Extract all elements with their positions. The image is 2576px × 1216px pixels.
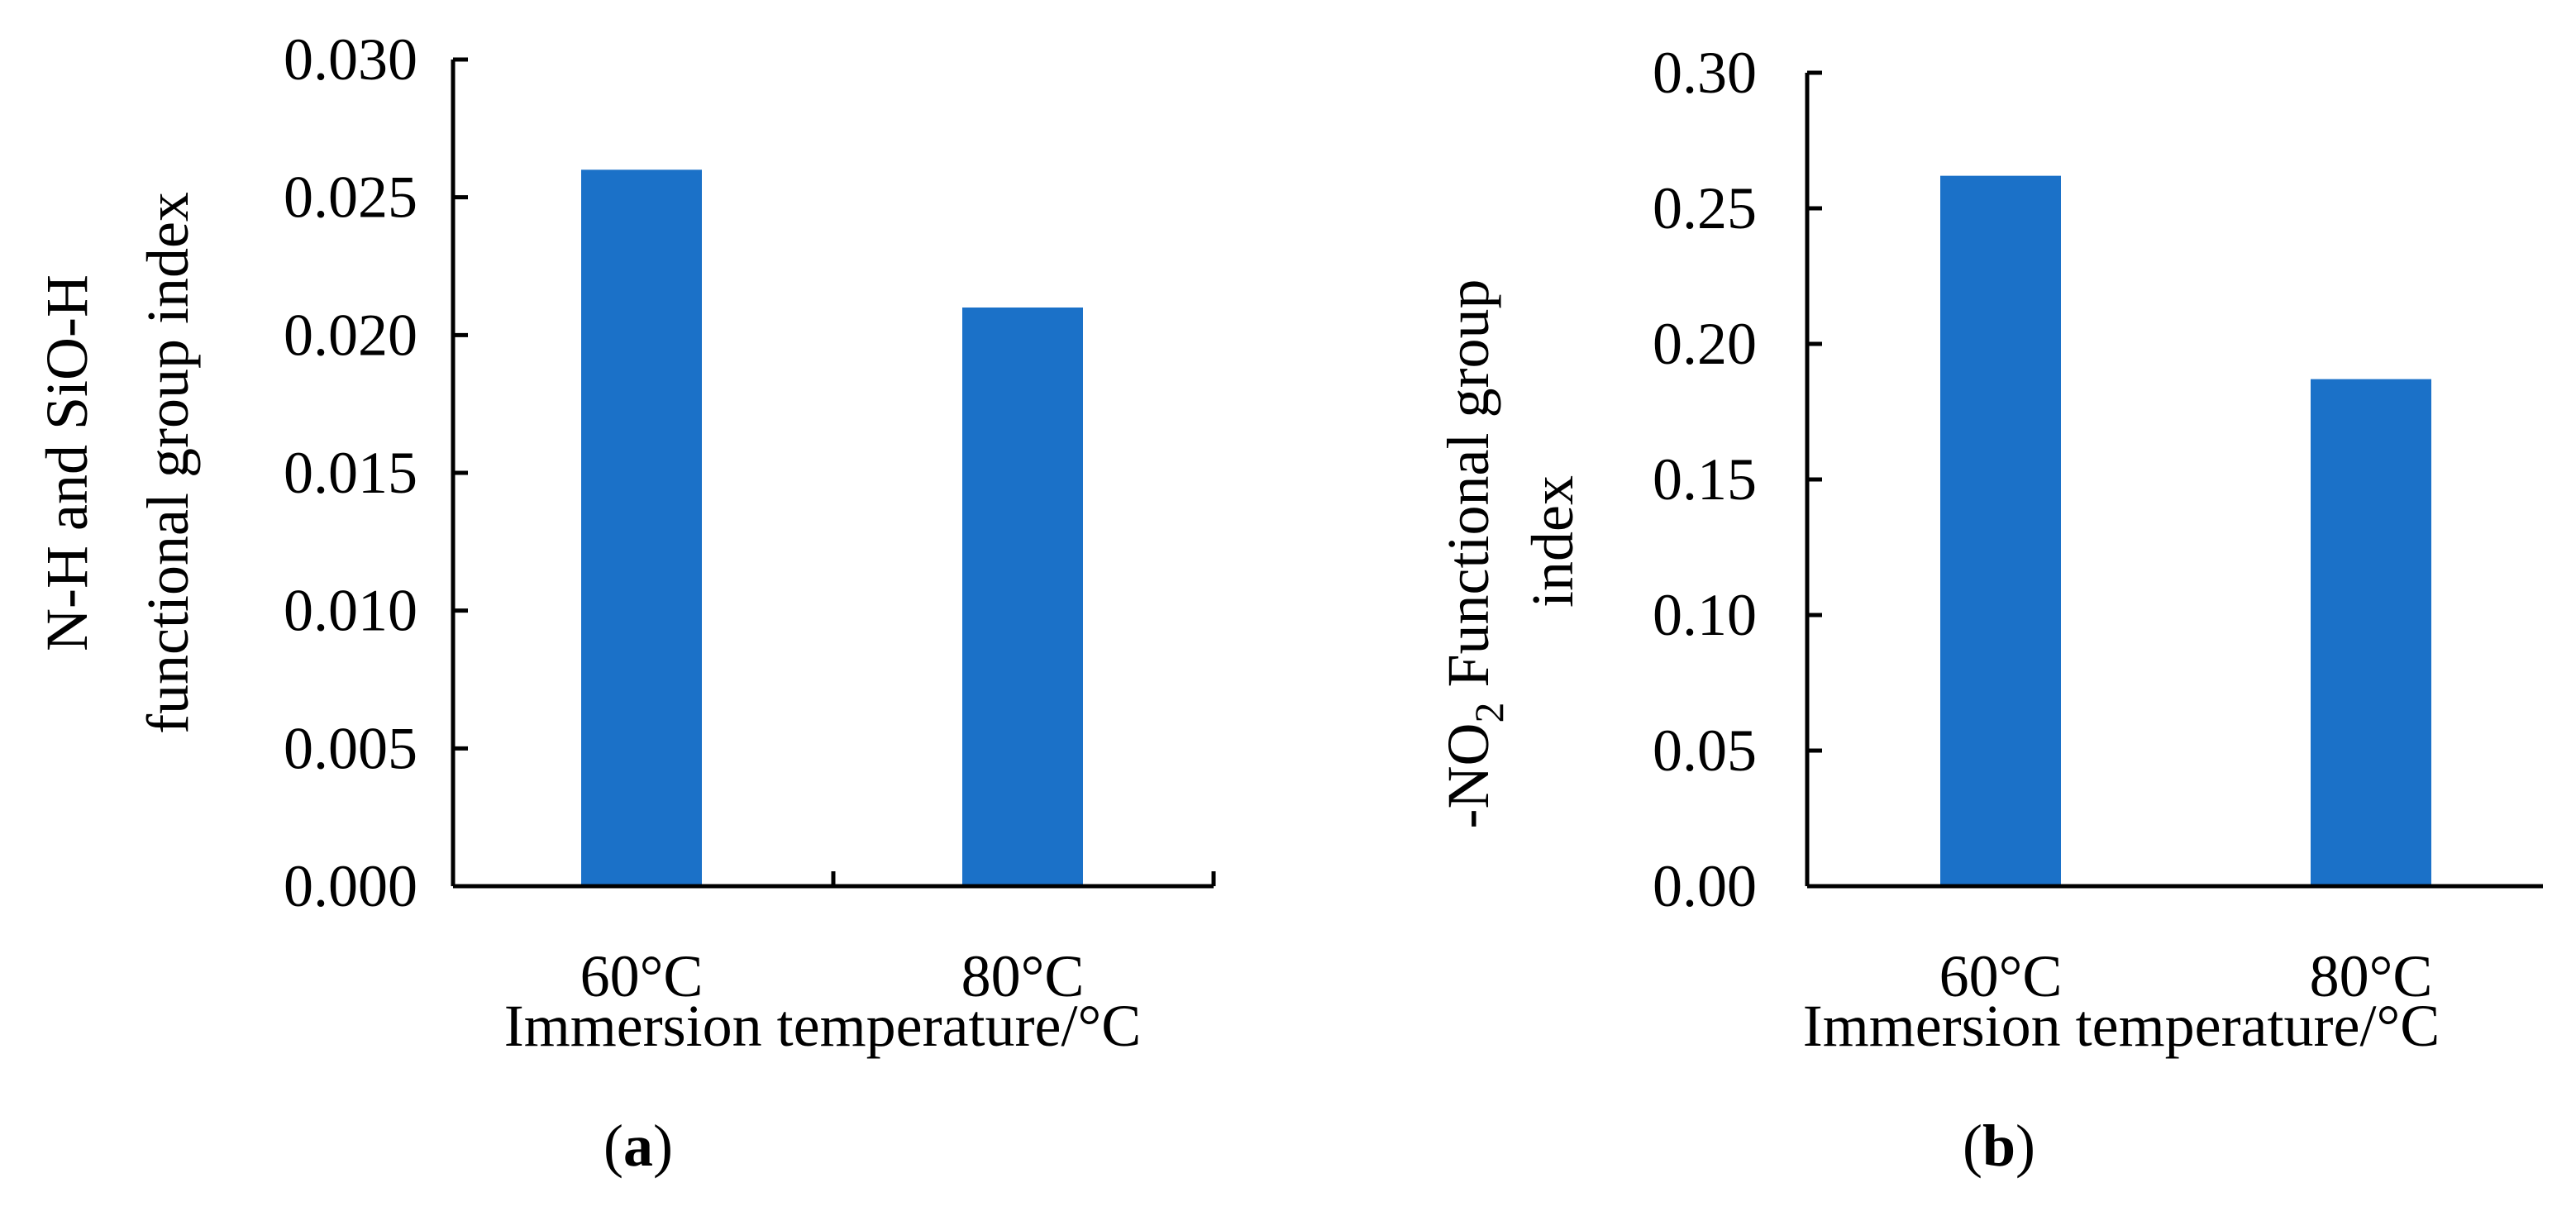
panel-a-caption: (a) <box>603 1113 673 1179</box>
panel-a-bar-1 <box>581 169 702 887</box>
panel-a-y-tick-label: 0.020 <box>284 302 417 368</box>
panel-b-y-tick-label: 0.30 <box>1653 40 1757 106</box>
panel-b-caption-open: ( <box>1963 1113 1982 1179</box>
panel-a-bar-2 <box>962 308 1083 886</box>
panel-a-y-axis-label-line2: functional group index <box>135 192 201 734</box>
panel-b-x-category-labels: 60°C 80°C <box>1939 943 2433 1009</box>
panel-b-y-tick-label: 0.20 <box>1653 311 1757 377</box>
panel-a-x-category-labels: 60°C 80°C <box>580 943 1085 1009</box>
panel-a-y-tick-label: 0.010 <box>284 578 417 644</box>
panel-b-y-tick-labels: 0.00 0.05 0.10 0.15 0.20 0.25 0.30 <box>1653 40 1757 919</box>
panel-b-y-axis-label-prefix: -NO <box>1435 722 1501 828</box>
panel-a-y-tick-label: 0.015 <box>284 440 417 506</box>
panel-b-y-tick-label: 0.15 <box>1653 446 1757 513</box>
panel-b-y-tick-label: 0.25 <box>1653 175 1757 241</box>
panel-b-x-axis-label: Immersion temperature/°C <box>1803 993 2440 1059</box>
panel-a-caption-close: ) <box>653 1113 673 1179</box>
panel-a-y-tick-label: 0.000 <box>284 853 417 919</box>
panel-a-y-tick-labels: 0.000 0.005 0.010 0.015 0.020 0.025 0.030 <box>284 26 417 919</box>
panel-b-y-axis-label-suffix: Functional group <box>1435 279 1501 703</box>
panel-b-caption-letter: b <box>1982 1113 2015 1179</box>
panel-b: 0.00 0.05 0.10 0.15 0.20 0.25 0.30 60°C 80°C -N… <box>1435 40 2543 1179</box>
panel-a-x-axis-label: Immersion temperature/°C <box>504 993 1142 1059</box>
panel-b-y-tick-label: 0.05 <box>1653 718 1757 784</box>
panel-b-bar-1 <box>1940 175 2061 886</box>
panel-a-caption-letter: a <box>623 1113 653 1179</box>
panel-b-category-label-2: 80°C <box>2310 943 2433 1009</box>
panel-a-caption-open: ( <box>603 1113 623 1179</box>
panel-b-axes <box>1805 70 2543 889</box>
panel-b-y-axis-label-line2: index <box>1519 475 1586 608</box>
panel-b-bar-2 <box>2311 379 2431 886</box>
panel-b-caption-close: ) <box>2015 1113 2035 1179</box>
panel-a-y-axis-label-line1: N-H and SiO-H <box>34 274 100 651</box>
panel-a: 0.000 0.005 0.010 0.015 0.020 0.025 0.030 60°C… <box>34 26 1216 1179</box>
panel-a-axes <box>451 57 1216 889</box>
panel-b-y-tick-label: 0.00 <box>1653 853 1757 919</box>
panel-b-bars <box>1940 175 2431 886</box>
panel-a-category-label-2: 80°C <box>961 943 1085 1009</box>
panel-b-caption: (b) <box>1963 1113 2035 1179</box>
panel-b-category-label-1: 60°C <box>1939 943 2063 1009</box>
panel-a-y-tick-label: 0.030 <box>284 26 417 93</box>
panel-a-y-tick-label: 0.025 <box>284 165 417 231</box>
panel-a-category-label-1: 60°C <box>580 943 704 1009</box>
panel-a-bars <box>581 169 1083 887</box>
panel-b-y-tick-label: 0.10 <box>1653 582 1757 648</box>
panel-a-y-tick-label: 0.005 <box>284 715 417 781</box>
panel-b-y-axis-label-subscript: 2 <box>1466 702 1512 722</box>
panel-b-y-axis-label-line1: -NO2 Functional group <box>1435 279 1512 829</box>
